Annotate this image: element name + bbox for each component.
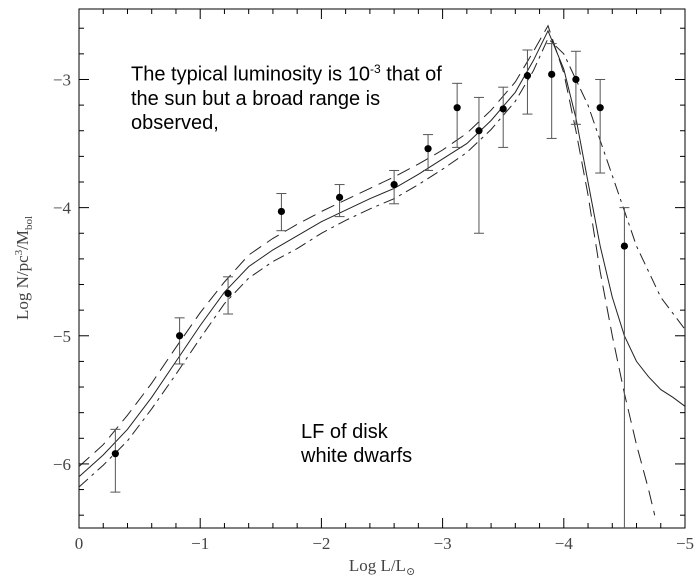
data-point — [523, 72, 532, 80]
x-axis-label-main: Log L/L — [349, 556, 406, 575]
x-tick-label: −3 — [434, 534, 452, 553]
data-point — [175, 332, 184, 340]
y-axis-label: Log N/pc3/Mbol — [13, 216, 35, 320]
x-tick-label: −5 — [676, 534, 694, 553]
x-axis-label: Log L/L⊙ — [349, 556, 415, 578]
model-curve-dashed — [78, 24, 656, 516]
y-axis-label-sub: bol — [23, 216, 35, 230]
lf-label-line2: white dwarfs — [301, 445, 413, 467]
y-axis-label-mid: /M — [13, 230, 32, 250]
x-tick-label: 0 — [75, 534, 84, 553]
y-axis-label-sup: 3 — [13, 249, 25, 255]
data-point — [572, 75, 580, 84]
data-point — [424, 145, 432, 153]
data-point — [111, 450, 119, 458]
y-tick-label: −4 — [53, 199, 72, 218]
data-point — [453, 104, 461, 112]
x-tick-label: −2 — [312, 534, 330, 553]
data-point — [499, 105, 507, 113]
data-point — [335, 193, 344, 201]
data-point — [548, 70, 556, 78]
lf-label-line1: LF of disk — [301, 421, 388, 443]
x-tick-label: −4 — [555, 534, 574, 553]
typical-luminosity-exponent: -3 — [369, 62, 381, 76]
typical-luminosity-text: The typical luminosity is 10 — [131, 63, 370, 86]
observed-points — [110, 43, 630, 528]
y-axis-label-main: Log N/pc — [13, 255, 32, 320]
lf-label: LF of disk white dwarfs — [301, 420, 501, 468]
y-axis-ticks: −3 −4 −5 −6 — [53, 27, 685, 516]
plot-frame — [78, 8, 686, 529]
typical-luminosity-annotation: The typical luminosity is 10-3 that of t… — [131, 57, 461, 135]
y-tick-label: −5 — [53, 327, 71, 346]
data-point — [620, 242, 629, 250]
data-point — [277, 207, 286, 216]
data-point — [596, 104, 604, 112]
y-tick-label: −3 — [53, 70, 71, 89]
y-tick-label: −6 — [53, 455, 71, 474]
data-point — [224, 289, 232, 298]
x-tick-label: −1 — [191, 534, 209, 553]
x-axis-ticks: 0 −1 −2 −3 −4 −5 — [75, 9, 694, 553]
model-curve-solid — [78, 29, 686, 478]
typical-luminosity-continuation: that of the sun but a broad range is obs… — [131, 63, 442, 134]
data-point — [390, 180, 398, 189]
x-axis-label-sub: ⊙ — [406, 566, 415, 578]
data-point — [475, 127, 483, 135]
